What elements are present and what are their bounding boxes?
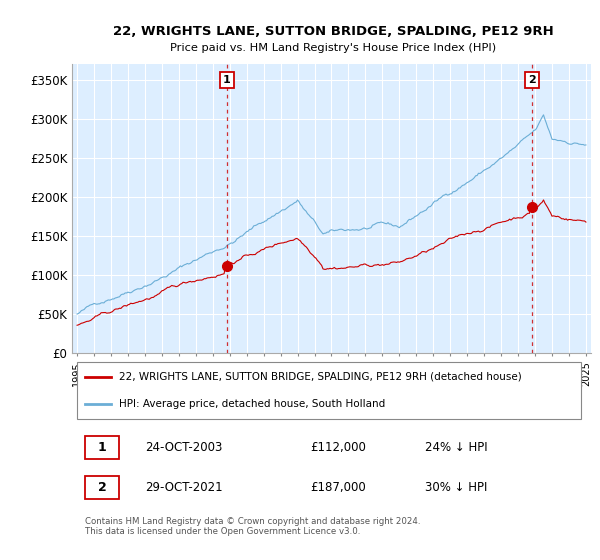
Text: Contains HM Land Registry data © Crown copyright and database right 2024.
This d: Contains HM Land Registry data © Crown c… <box>85 517 421 536</box>
Text: £112,000: £112,000 <box>311 441 367 454</box>
Text: 30% ↓ HPI: 30% ↓ HPI <box>425 481 487 494</box>
Text: 22, WRIGHTS LANE, SUTTON BRIDGE, SPALDING, PE12 9RH (detached house): 22, WRIGHTS LANE, SUTTON BRIDGE, SPALDIN… <box>119 372 521 382</box>
Text: Price paid vs. HM Land Registry's House Price Index (HPI): Price paid vs. HM Land Registry's House … <box>170 43 496 53</box>
Text: HPI: Average price, detached house, South Holland: HPI: Average price, detached house, Sout… <box>119 399 385 409</box>
Text: 24-OCT-2003: 24-OCT-2003 <box>145 441 222 454</box>
Text: 29-OCT-2021: 29-OCT-2021 <box>145 481 222 494</box>
Text: 1: 1 <box>223 75 231 85</box>
Text: 1: 1 <box>98 441 106 454</box>
Text: 2: 2 <box>98 481 106 494</box>
Text: 22, WRIGHTS LANE, SUTTON BRIDGE, SPALDING, PE12 9RH: 22, WRIGHTS LANE, SUTTON BRIDGE, SPALDIN… <box>113 25 553 38</box>
Text: 2: 2 <box>528 75 536 85</box>
FancyBboxPatch shape <box>85 476 119 498</box>
FancyBboxPatch shape <box>85 436 119 459</box>
Text: £187,000: £187,000 <box>311 481 367 494</box>
FancyBboxPatch shape <box>77 362 581 419</box>
Text: 24% ↓ HPI: 24% ↓ HPI <box>425 441 488 454</box>
